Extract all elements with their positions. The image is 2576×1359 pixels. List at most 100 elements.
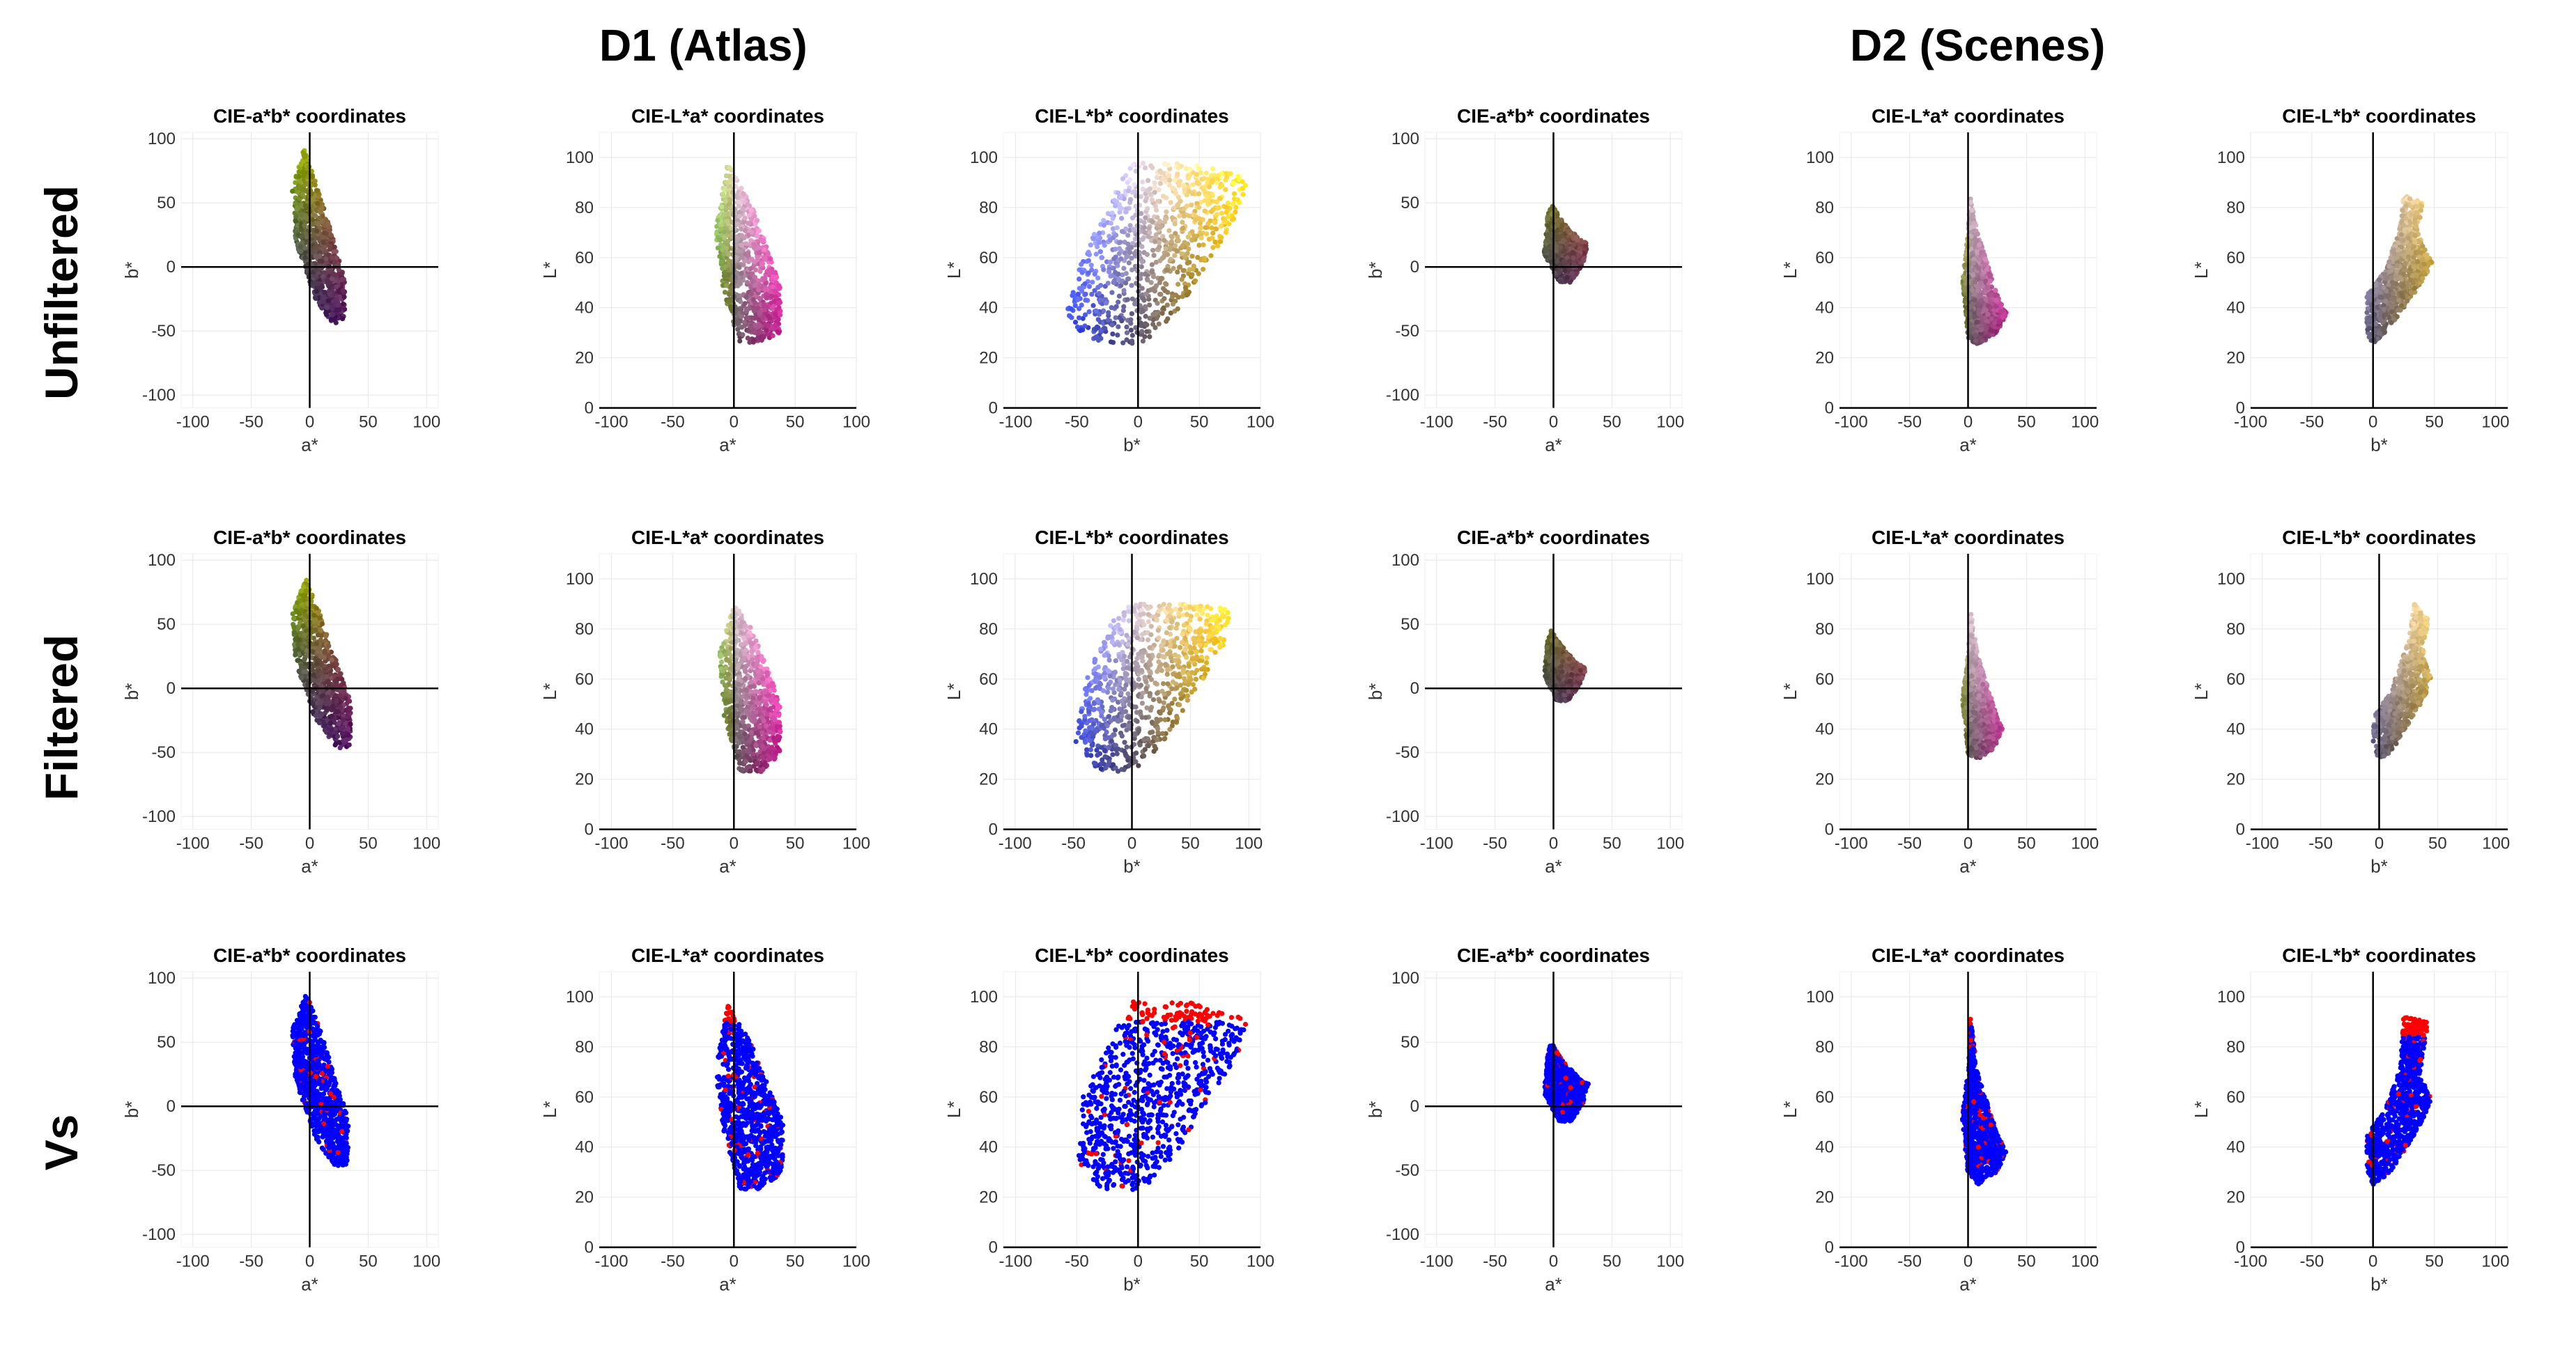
scatter-point [1980, 318, 1986, 324]
scatter-point [319, 219, 325, 224]
chart-title: CIE-L*a* coordinates [631, 105, 824, 127]
scatter-point [1143, 291, 1149, 297]
scatter-point [316, 194, 321, 199]
scatter-point [1143, 313, 1148, 319]
scatter-point [304, 188, 309, 194]
scatter-point [1157, 258, 1163, 263]
x-tick-label: -50 [1065, 413, 1089, 432]
y-tick-label: 0 [1410, 258, 1419, 277]
scatter-point [1079, 302, 1084, 308]
scatter-point [1152, 180, 1157, 186]
scatter-point [333, 297, 339, 303]
y-tick-label: 80 [979, 199, 998, 217]
scatter-point [1132, 251, 1138, 256]
scatter-point [1086, 249, 1091, 255]
scatter-point [1172, 178, 1178, 183]
scatter-point [1214, 205, 1220, 211]
scatter-point [1111, 279, 1116, 285]
scatter-point [1142, 271, 1148, 277]
scatter-point [302, 203, 308, 209]
scatter-point [336, 267, 341, 272]
scatter-point [1185, 176, 1191, 181]
scatter-point [1139, 272, 1144, 277]
scatter-point [757, 268, 763, 274]
y-tick-label: 20 [979, 349, 998, 368]
scatter-point [728, 206, 734, 212]
scatter-point [1164, 209, 1169, 215]
y-tick-label: 100 [1806, 148, 1834, 167]
scatter-point [1130, 162, 1136, 168]
x-axis-label: a* [301, 435, 318, 456]
scatter-point [1982, 278, 1988, 284]
scatter-point [1181, 183, 1187, 188]
scatter-point [1140, 339, 1146, 344]
y-tick-label: 60 [575, 249, 594, 267]
scatter-point [1570, 249, 1575, 256]
scatter-point [1123, 270, 1129, 277]
scatter-point [760, 334, 766, 339]
scatter-point [1116, 324, 1121, 329]
scatter-point [1219, 183, 1225, 189]
x-tick-label: -100 [1420, 413, 1453, 432]
scatter-point [1972, 291, 1977, 297]
scatter-point [1564, 274, 1570, 281]
scatter-point [1202, 198, 1208, 203]
scatter-point [724, 180, 730, 185]
scatter-point [1068, 306, 1074, 312]
y-tick-label: 60 [979, 249, 998, 267]
scatter-point [339, 277, 345, 282]
scatter-point [310, 249, 316, 255]
scatter-point [1158, 292, 1164, 297]
y-tick-label: 60 [1815, 249, 1834, 267]
scatter-point [735, 327, 741, 332]
scatter-point [293, 180, 298, 185]
scatter-point [1080, 316, 1086, 321]
scatter-point [765, 251, 771, 256]
scatter-point [1993, 297, 1999, 303]
y-tick-label: 40 [979, 299, 998, 318]
scatter-point [1205, 180, 1210, 186]
scatter-point [1155, 222, 1161, 228]
scatter-point [736, 199, 741, 205]
scatter-point [340, 288, 346, 293]
scatter-point [745, 201, 750, 207]
scatter-point [1154, 175, 1159, 180]
scatter-point [1190, 182, 1196, 187]
x-tick-label: -100 [595, 413, 628, 432]
scatter-point [1970, 326, 1976, 332]
scatter-point [1189, 272, 1195, 277]
scatter-point [1224, 210, 1229, 215]
scatter-point [1083, 297, 1088, 303]
scatter-point [1132, 301, 1138, 306]
scatter-point [314, 187, 320, 193]
scatter-point [746, 328, 752, 334]
scatter-point [1072, 303, 1078, 309]
x-tick-label: 0 [730, 413, 739, 432]
chart-panel-1-3: CIE-L*b* coordinates-100 -50 0 50 1000204060… [943, 105, 1274, 456]
x-tick-label: -100 [999, 413, 1033, 432]
row-label-unfiltered: Unfiltered [36, 185, 87, 401]
scatter-point [757, 250, 762, 256]
scatter-point [1968, 196, 1973, 202]
scatter-point [1198, 235, 1204, 241]
scatter-point [1093, 308, 1099, 313]
scatter-point [1150, 247, 1156, 253]
scatter-point [1571, 242, 1577, 247]
scatter-point [1198, 199, 1203, 205]
scatter-point [1972, 297, 1977, 303]
scatter-point [1124, 324, 1129, 330]
scatter-point [319, 258, 325, 265]
scatter-point [1231, 180, 1237, 186]
scatter-point [1987, 279, 1993, 284]
scatter-point [1125, 297, 1130, 302]
scatter-point [331, 317, 337, 323]
scatter-point [1140, 160, 1146, 166]
scatter-point [322, 290, 327, 295]
scatter-point [300, 173, 306, 180]
scatter-point [1106, 310, 1111, 316]
scatter-point [744, 279, 750, 286]
scatter-point [321, 300, 327, 305]
scatter-point [762, 256, 768, 262]
scatter-point [1196, 242, 1202, 248]
scatter-point [1148, 163, 1154, 169]
